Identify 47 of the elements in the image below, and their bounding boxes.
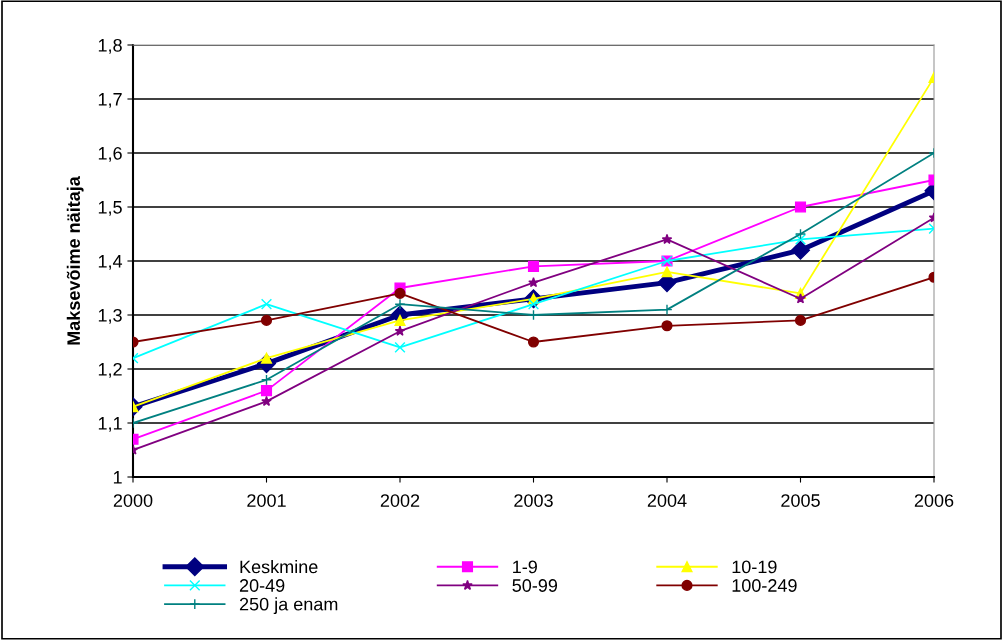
y-tick-label: 1,6 [98, 146, 122, 162]
point [528, 277, 539, 288]
point [661, 233, 673, 245]
legend-label: Keskmine [240, 560, 318, 574]
x-tick-label: 2005 [781, 494, 820, 507]
point [260, 374, 273, 386]
y-tick-label: 1,2 [98, 362, 122, 378]
point [794, 233, 807, 245]
point [394, 341, 406, 353]
legend-label: 10-19 [732, 560, 777, 574]
legend-label: 100-249 [732, 579, 797, 592]
legend-label: 1-9 [513, 560, 537, 574]
point [527, 336, 540, 348]
point [261, 395, 272, 407]
point [794, 228, 807, 240]
y-tick-label: 1,4 [98, 255, 123, 270]
point [661, 266, 673, 278]
point [661, 320, 673, 332]
point [260, 314, 273, 326]
point [394, 287, 406, 299]
y-tick-label: 1,8 [98, 38, 122, 54]
point [794, 314, 807, 326]
legend-label: 20-49 [239, 579, 285, 592]
point [394, 314, 406, 326]
x-tick-label: 2001 [247, 494, 286, 507]
x-tick-label: 2006 [914, 494, 954, 507]
point [661, 304, 673, 316]
y-tick-label: 1,5 [98, 201, 122, 216]
y-axis-title: Maksevõime näitaja [66, 176, 84, 345]
point [394, 298, 406, 310]
y-tick-label: 1 [113, 471, 122, 484]
point [795, 293, 806, 304]
y-tick-label: 1,7 [98, 93, 122, 108]
x-tick-label: 2000 [113, 494, 153, 507]
legend-label: 250 ja enam [239, 597, 338, 615]
x-tick-label: 2003 [514, 494, 553, 507]
x-tick-label: 2004 [647, 494, 687, 507]
point [260, 385, 273, 397]
point [794, 201, 807, 213]
x-tick-label: 2002 [380, 494, 420, 507]
legend-label: 50-99 [512, 579, 558, 592]
y-tick-label: 1,3 [98, 308, 122, 324]
point [527, 260, 540, 272]
y-tick-label: 1,1 [98, 417, 122, 432]
point [790, 240, 811, 260]
point [260, 298, 273, 310]
point [394, 325, 406, 336]
